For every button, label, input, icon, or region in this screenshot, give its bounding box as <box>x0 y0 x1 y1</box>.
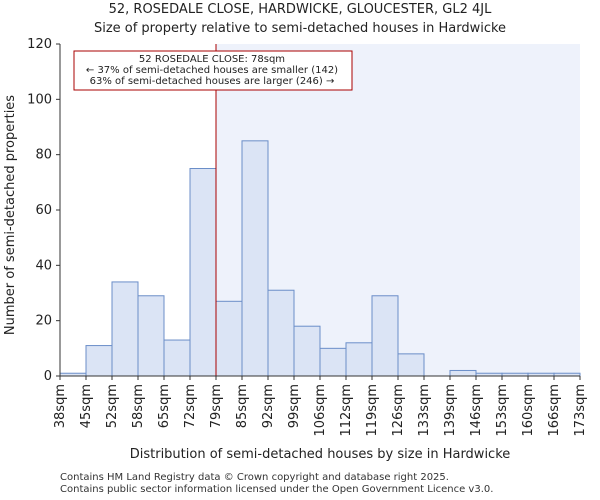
y-tick-label: 0 <box>44 369 52 384</box>
histogram-bar-79sqm <box>215 300 243 377</box>
x-tick-label: 166sqm <box>547 384 562 437</box>
histogram-bar-119sqm <box>371 295 399 377</box>
x-tick-label: 139sqm <box>443 384 458 437</box>
histogram-bar-85sqm <box>241 140 269 377</box>
histogram-bar-92sqm <box>267 289 295 377</box>
x-tick-label: 173sqm <box>573 384 588 437</box>
footer-copyright: Contains HM Land Registry data © Crown c… <box>60 472 449 483</box>
chart-title-address: 52, ROSEDALE CLOSE, HARDWICKE, GLOUCESTE… <box>108 2 492 17</box>
chart-title-subtitle: Size of property relative to semi-detach… <box>93 21 507 36</box>
histogram-bar-45sqm <box>85 345 113 377</box>
annotation-line-2: ← 37% of semi-detached houses are smalle… <box>86 65 338 76</box>
y-tick-label: 120 <box>27 37 52 52</box>
histogram-bar-58sqm <box>137 295 165 377</box>
histogram-bar-112sqm <box>345 342 373 377</box>
x-tick-label: 65sqm <box>157 384 172 428</box>
x-tick-label: 45sqm <box>79 384 94 428</box>
y-tick-label: 40 <box>35 258 52 273</box>
y-tick-label: 60 <box>35 203 52 218</box>
footer-licence: Contains public sector information licen… <box>60 484 494 495</box>
annotation-border <box>73 50 353 91</box>
y-axis-label: Number of semi-detached properties <box>3 95 18 335</box>
histogram-bar-65sqm <box>163 339 191 377</box>
annotation-line-1: 52 ROSEDALE CLOSE: 78sqm <box>139 54 285 65</box>
x-tick-label: 52sqm <box>105 384 120 428</box>
x-tick-label: 38sqm <box>53 384 68 428</box>
x-tick-label: 85sqm <box>235 384 250 428</box>
x-tick-label: 133sqm <box>417 384 432 437</box>
x-tick-label: 72sqm <box>183 384 198 428</box>
annotation-line-3: 63% of semi-detached houses are larger (… <box>90 76 335 87</box>
x-tick-label: 58sqm <box>131 384 146 428</box>
histogram-bar-126sqm <box>397 353 425 377</box>
y-tick-label: 20 <box>35 314 52 329</box>
x-tick-label: 126sqm <box>391 384 406 437</box>
annotation-box: 52 ROSEDALE CLOSE: 78sqm ← 37% of semi-d… <box>73 50 353 91</box>
x-tick-label: 106sqm <box>313 384 328 437</box>
histogram-bar-72sqm <box>189 168 217 377</box>
histogram-bar-139sqm <box>449 369 477 377</box>
x-tick-label: 92sqm <box>261 384 276 428</box>
x-tick-label: 160sqm <box>521 384 536 437</box>
x-axis-label: Distribution of semi-detached houses by … <box>130 447 511 462</box>
x-tick-label: 79sqm <box>209 384 224 428</box>
y-tick-label: 100 <box>27 92 52 107</box>
histogram-bar-52sqm <box>111 281 139 377</box>
x-tick-label: 146sqm <box>469 384 484 437</box>
x-tick-label: 153sqm <box>495 384 510 437</box>
x-tick-label: 99sqm <box>287 384 302 428</box>
histogram-bar-106sqm <box>319 347 347 377</box>
histogram-bar-99sqm <box>293 325 321 377</box>
x-tick-label: 119sqm <box>365 384 380 437</box>
x-tick-label: 112sqm <box>339 384 354 437</box>
y-tick-label: 80 <box>35 148 52 163</box>
